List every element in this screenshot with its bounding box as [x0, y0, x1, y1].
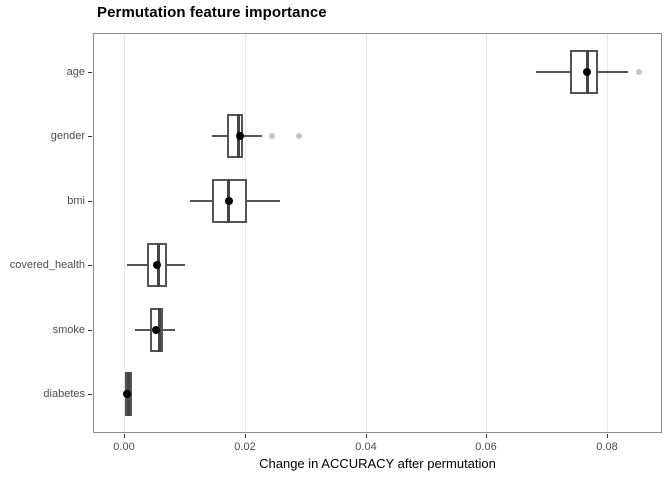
x-tick-label: 0.04 [355, 441, 377, 453]
x-tick-label: 0.02 [234, 441, 256, 453]
mean-dot-gender [236, 132, 244, 140]
gridline [486, 34, 487, 432]
x-tick-label: 0.00 [113, 441, 135, 453]
y-axis-tick [88, 201, 92, 202]
y-tick-label: bmi [67, 195, 85, 207]
y-tick-label: covered_health [9, 259, 85, 271]
gridline [607, 34, 608, 432]
outlier-point-gender [269, 133, 275, 139]
y-axis-tick [88, 394, 92, 395]
y-tick-label: gender [50, 130, 85, 142]
gridline [245, 34, 246, 432]
y-axis-tick [88, 136, 92, 137]
y-axis-tick [88, 72, 92, 73]
gridline [124, 34, 125, 432]
y-tick-label: smoke [52, 324, 85, 336]
x-axis-tick [366, 434, 367, 438]
mean-dot-diabetes [123, 390, 131, 398]
chart-title: Permutation feature importance [97, 4, 327, 21]
plot-panel [93, 33, 662, 433]
x-axis-tick [245, 434, 246, 438]
gridline [366, 34, 367, 432]
y-tick-label: diabetes [43, 388, 85, 400]
y-axis-tick [88, 330, 92, 331]
y-tick-label: age [66, 66, 85, 78]
x-axis-tick [486, 434, 487, 438]
mean-dot-bmi [225, 197, 233, 205]
mean-dot-covered_health [153, 261, 161, 269]
y-axis-tick [88, 265, 92, 266]
outlier-point-age [636, 69, 642, 75]
mean-dot-smoke [152, 326, 160, 334]
x-axis-title: Change in ACCURACY after permutation [259, 456, 496, 471]
x-axis-tick [607, 434, 608, 438]
mean-dot-age [583, 68, 591, 76]
x-tick-label: 0.06 [475, 441, 497, 453]
x-axis-tick [124, 434, 125, 438]
outlier-point-gender [296, 133, 302, 139]
x-tick-label: 0.08 [596, 441, 618, 453]
